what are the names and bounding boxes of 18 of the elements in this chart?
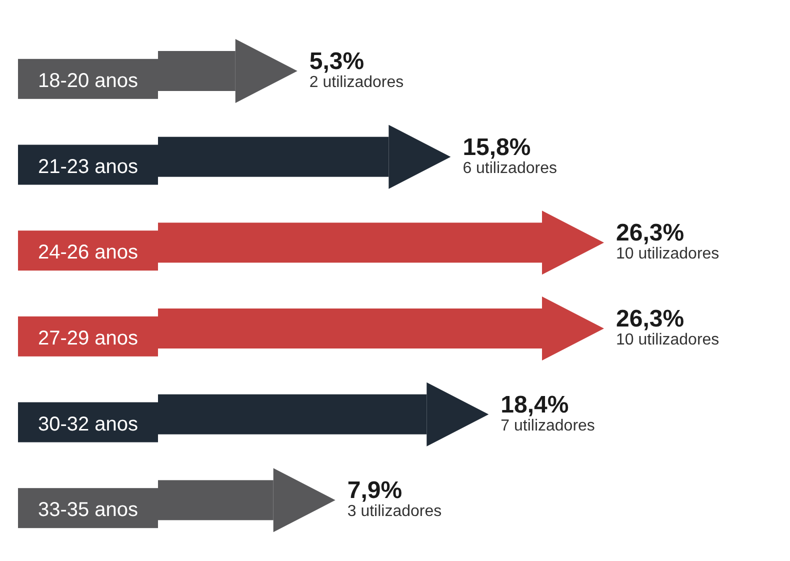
annotation: 2 utilizadores [309,74,404,91]
data-label: 26,3% [616,220,684,247]
y-tick-label: 24-26 anos [38,242,138,264]
text: 10 utilizadores [616,332,720,348]
data-label: 7,9% [347,477,402,504]
annotation: 3 utilizadores [347,503,442,520]
y-tick-label: 27-29 anos [38,327,138,350]
data-label: 15,8% [462,134,531,161]
data-label: 5,3% [309,48,364,75]
annotation: 7 utilizadores [500,417,595,434]
y-tick-label: 33-35 anos [38,499,138,522]
data-label: 26,3% [616,306,684,332]
text: 10 utilizadores [616,246,720,263]
y-tick-label: 18-20 anos [38,70,138,92]
data-label: 18,4% [500,391,569,418]
y-tick-label: 21-23 anos [38,156,138,178]
annotation: 6 utilizadores [462,160,557,177]
y-tick-label: 30-32 anos [38,413,138,436]
